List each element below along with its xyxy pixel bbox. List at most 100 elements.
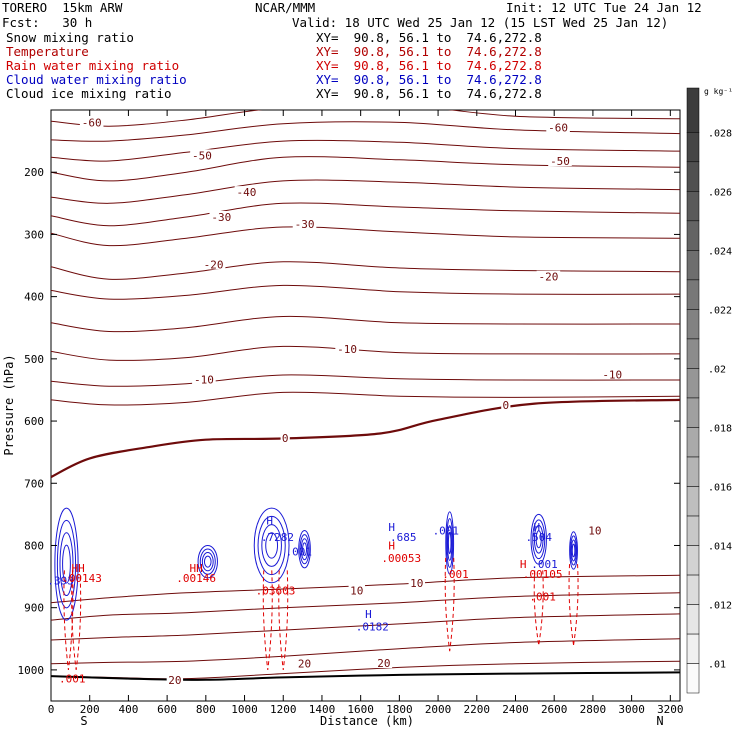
x-tick-label-13: 2600 — [541, 703, 568, 716]
rain-streak-1 — [71, 576, 82, 670]
rain-water-contours — [63, 557, 579, 670]
colorbar-tick-6: .022 — [708, 305, 732, 316]
cloud-water-contour-1-3 — [265, 532, 279, 559]
x-end-label-right: N — [656, 714, 663, 728]
isotherm-9 — [51, 315, 680, 333]
colorbar-swatch-7 — [686, 456, 700, 487]
x-tick-label-11: 2200 — [464, 703, 491, 716]
isotherm-label-bg-8 — [536, 270, 561, 282]
isotherm-label-bg-17 — [375, 657, 393, 669]
isotherm-label-bg-15 — [348, 584, 365, 596]
surface-line — [51, 671, 680, 681]
isotherm-11 — [51, 374, 680, 387]
isotherm-label-10: -10 — [602, 368, 622, 381]
colorbar-tick-1: .012 — [708, 600, 732, 611]
x-end-label-left: S — [80, 714, 87, 728]
cloud-water-contour-2-2 — [300, 538, 309, 561]
point-label-4: .001 — [433, 525, 460, 538]
isotherm-6 — [51, 226, 680, 247]
y-tick-label-0: 200 — [24, 166, 44, 179]
isotherm-label-bg-4 — [234, 186, 259, 198]
colorbar-tick-9: .028 — [708, 128, 732, 139]
isotherm-label-13: 0 — [503, 399, 510, 412]
cloud-water-contour-2-1 — [299, 534, 310, 565]
colorbar-tick-4: .018 — [708, 423, 732, 434]
x-tick-label-10: 2000 — [425, 703, 452, 716]
x-tick-label-6: 1200 — [270, 703, 297, 716]
x-tick-label-15: 3000 — [618, 703, 645, 716]
colorbar-swatch-12 — [686, 309, 700, 340]
isotherm-label-bg-11 — [192, 373, 216, 385]
cloud-water-contour-6-1 — [199, 548, 216, 575]
y-tick-label-4: 600 — [24, 415, 44, 428]
isotherm-label-bg-13 — [501, 398, 511, 410]
colorbar-swatch-0 — [686, 663, 700, 694]
colorbar-swatch-3 — [686, 574, 700, 605]
cloud-water-contour-1-1 — [257, 515, 286, 576]
isotherm-label-bg-18 — [166, 673, 184, 685]
colorbar-swatch-10 — [686, 368, 700, 399]
colorbar-swatch-9 — [686, 397, 700, 428]
colorbar-tick-2: .014 — [708, 541, 732, 552]
x-tick-label-3: 600 — [157, 703, 177, 716]
colorbar-tick-3: .016 — [708, 482, 732, 493]
point-label-5: H — [533, 521, 540, 534]
x-tick-label-2: 400 — [118, 703, 138, 716]
colorbar-tick-0: .01 — [708, 659, 726, 670]
cloud-water-contour-2-3 — [302, 542, 308, 557]
cloud-water-contour-0-3 — [62, 544, 71, 584]
cloud-water-contour-1-0 — [253, 507, 290, 584]
point-label-13: H — [520, 558, 527, 571]
field-name-cloud-water: Cloud water mixing ratio — [6, 72, 187, 87]
header: TORERO 15km ARW NCAR/MMM Init: 12 UTC Tu… — [0, 0, 740, 110]
y-tick-label-7: 900 — [24, 602, 44, 615]
isotherm-12 — [51, 391, 680, 406]
isotherm-label-8: -20 — [538, 271, 558, 284]
isotherm-label-bg-14 — [408, 576, 425, 588]
colorbar-tick-5: .02 — [708, 364, 726, 375]
cloud-water-contour-3-0 — [445, 511, 455, 575]
point-label-2: H — [388, 521, 395, 534]
isotherm-label-12: 0 — [282, 432, 289, 445]
rain-streak-6 — [568, 564, 579, 646]
point-label-12: .00053 — [381, 552, 421, 565]
plot-frame — [50, 109, 681, 702]
isotherm-label-1: -60 — [548, 121, 568, 134]
isotherm-label-4: -40 — [237, 186, 257, 199]
x-tick-label-8: 1600 — [347, 703, 374, 716]
colorbar-swatch-2 — [686, 604, 700, 635]
x-tick-label-9: 1800 — [386, 703, 413, 716]
cloud-water-contour-4-1 — [532, 519, 546, 560]
point-label-3: .685 — [390, 531, 417, 544]
field-xy-cloud-ice: XY= 90.8, 56.1 to 74.6,272.8 — [316, 86, 542, 101]
model-title: TORERO 15km ARW — [2, 0, 123, 15]
isotherm-15 — [51, 592, 680, 621]
point-label-23: .001 — [59, 673, 86, 686]
rain-streak-2 — [262, 570, 273, 670]
cloud-water-contour-6-3 — [203, 555, 212, 568]
point-label-10: .001 — [285, 546, 312, 559]
cloud-water-contour-5-1 — [570, 535, 578, 566]
point-label-1: .7282 — [261, 531, 294, 544]
cloud-water-contour-6-0 — [197, 544, 218, 579]
contour-labels: -60 -60 -50 -50 -40 -30 -30 -20 -20 -10 -10 -10 0 0 10… — [47, 116, 625, 687]
rain-streak-5 — [533, 570, 544, 646]
isotherm-label-0: -60 — [82, 116, 102, 129]
x-tick-label-14: 2800 — [580, 703, 607, 716]
isotherm-label-18: 20 — [168, 674, 181, 687]
colorbar-swatch-6 — [686, 486, 700, 517]
y-axis-label: Pressure (hPa) — [2, 354, 16, 455]
x-tick-label-7: 1400 — [309, 703, 336, 716]
isotherm-16 — [51, 613, 680, 641]
point-label-9: .0182 — [356, 620, 389, 633]
field-name-rain: Rain water mixing ratio — [6, 58, 180, 73]
isotherm-label-bg-9 — [335, 342, 359, 354]
field-xy-snow: XY= 90.8, 56.1 to 74.6,272.8 — [316, 30, 542, 45]
org-label: NCAR/MMM — [255, 0, 316, 15]
rain-streak-4 — [444, 557, 455, 652]
init-time: Init: 12 UTC Tue 24 Jan 12 — [506, 0, 702, 15]
isotherm-label-2: -50 — [192, 149, 212, 162]
isotherm-label-bg-12 — [280, 431, 290, 443]
isotherm-3 — [51, 156, 680, 182]
colorbar-swatch-16 — [686, 191, 700, 222]
